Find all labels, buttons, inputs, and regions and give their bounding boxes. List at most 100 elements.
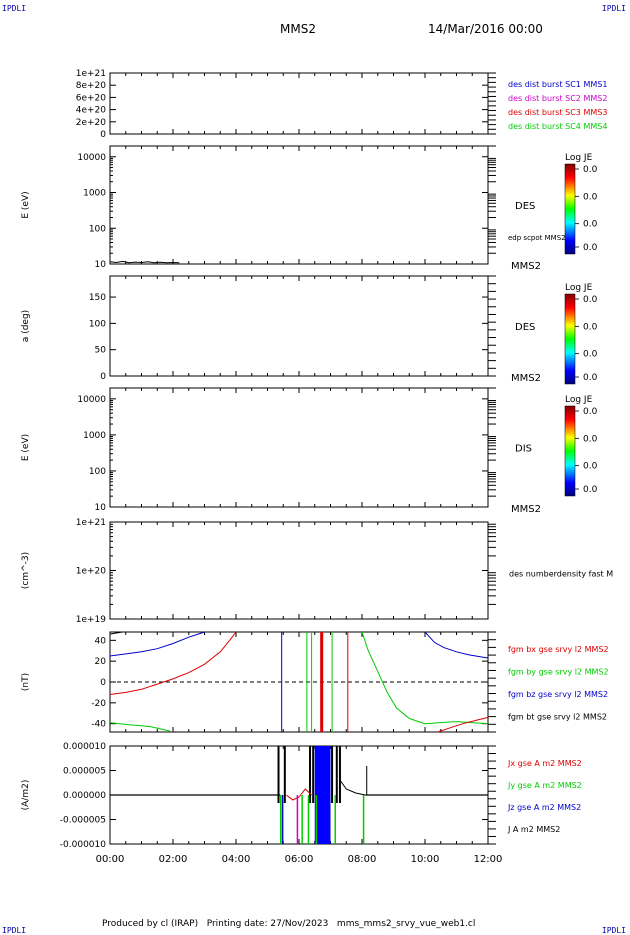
panel-1: 0 2e+20 4e+20 6e+20 8e+20 1e+21 des dist burst… (76, 69, 608, 140)
y-tick-label: 4e+20 (76, 106, 107, 116)
legend-entry: fgm by gse srvy l2 MMS2 (508, 668, 609, 677)
y-tick-label: 1e+21 (76, 518, 106, 528)
colorbar-1: Log JE 0.0 0.0 0.0 0.0 (564, 153, 598, 255)
y-tick-label: 6e+20 (76, 93, 107, 103)
y-tick-label: -0.000010 (60, 840, 106, 850)
colorbar-label: 0.0 (583, 220, 598, 230)
y-axis-label: E (eV) (21, 191, 31, 218)
y-tick-label: 8e+20 (76, 81, 107, 91)
panel-frame (109, 145, 489, 265)
panel-3: 0 50 100 150 a (deg) DES MMS2 (21, 275, 541, 384)
colorbar-gradient (564, 163, 576, 255)
x-tick-label: 06:00 (285, 854, 314, 865)
y-axis-label: E (eV) (21, 434, 31, 461)
colorbar-label: 0.0 (583, 373, 598, 383)
colorbar-label: 0.0 (583, 407, 598, 417)
y-tick-label: 100 (89, 319, 106, 329)
y-tick-label: 0.000010 (63, 742, 106, 752)
y-tick-label: 10 (95, 260, 107, 270)
legend-entry: Jy gse A m2 MMS2 (507, 781, 582, 790)
y-tick-label: -0.000005 (60, 816, 106, 826)
legend-entry: Jx gse A m2 MMS2 (507, 759, 582, 768)
y-tick-label: 1e+21 (76, 69, 106, 79)
panel-4: 10 100 1000 10000 E (eV) DIS MMS2 (21, 387, 541, 515)
y-tick-label: 20 (95, 657, 107, 667)
panel-frame (109, 387, 489, 508)
panel-label: DIS (515, 444, 532, 455)
legend-entry: fgm bz gse srvy l2 MMS2 (508, 690, 608, 699)
series-line (361, 631, 489, 725)
legend-entry: J A m2 MMS2 (507, 825, 560, 834)
y-tick-label: 1000 (83, 431, 106, 441)
series-line (437, 716, 489, 733)
legend-entry: des dist burst SC4 MMS4 (508, 122, 607, 131)
x-tick-label: 08:00 (348, 854, 377, 865)
corner-label-top-right: IPDLI (601, 4, 626, 13)
series-line (424, 631, 489, 659)
colorbar-3: Log JE 0.0 0.0 0.0 0.0 (564, 395, 598, 497)
y-tick-label: 50 (95, 346, 107, 356)
footer-text: Produced by cl (IRAP) Printing date: 27/… (102, 919, 476, 929)
colorbar-label: 0.0 (583, 192, 598, 202)
x-tick-label: 02:00 (159, 854, 188, 865)
colorbar-label: 0.0 (583, 295, 598, 305)
y-tick-label: 10000 (77, 395, 106, 405)
x-tick-label: 00:00 (96, 854, 125, 865)
colorbar-title: Log JE (565, 395, 593, 405)
colorbar-gradient (564, 405, 576, 497)
panel-label: DES (515, 322, 535, 333)
y-tick-label: 0 (100, 130, 106, 140)
legend-entry: fgm bt gse srvy l2 MMS2 (508, 713, 607, 722)
corner-label-top-left: IPDLI (2, 4, 27, 13)
panel-label: des numberdensity fast M (509, 570, 613, 579)
colorbar-label: 0.0 (583, 165, 598, 175)
colorbar-gradient (564, 293, 576, 385)
y-tick-label: 1e+20 (76, 567, 107, 577)
y-axis-label: a (deg) (21, 310, 31, 342)
corner-label-bottom-right: IPDLI (601, 926, 626, 935)
legend-entry: des dist burst SC2 MMS2 (508, 94, 607, 103)
panel-frame (109, 275, 489, 377)
colorbar-label: 0.0 (583, 243, 598, 253)
panel-frame (109, 521, 489, 620)
y-tick-label: 40 (95, 636, 107, 646)
y-tick-label: -20 (91, 699, 106, 709)
colorbar-label: 0.0 (583, 462, 598, 472)
x-tick-label: 12:00 (474, 854, 503, 865)
header-spacecraft: MMS2 (280, 22, 316, 36)
y-tick-label: 1e+19 (76, 615, 107, 625)
series-line (109, 260, 180, 264)
legend-entry: des dist burst SC1 MMS1 (508, 80, 607, 89)
y-tick-label: 0 (100, 372, 106, 382)
colorbar-label: 0.0 (583, 434, 598, 444)
legend-entry: des dist burst SC3 MMS3 (508, 108, 607, 117)
y-tick-label: 1000 (83, 189, 106, 199)
colorbar-label: 0.0 (583, 322, 598, 332)
legend-entry: fgm bx gse srvy l2 MMS2 (508, 645, 609, 654)
jx-burst (286, 788, 312, 801)
spacecraft-label: MMS2 (511, 373, 541, 384)
panel-6: -40 -20 0 20 40 (nT) fgm bx gse srvy l2 MMS2 fg… (21, 631, 609, 733)
panel-label: DES (515, 201, 535, 212)
spacecraft-label: MMS2 (511, 504, 541, 515)
colorbar-label: 0.0 (583, 485, 598, 495)
j-burst-tail (339, 779, 366, 796)
panel-5: 1e+19 1e+20 1e+21 (cm^-3) des numberdensity … (21, 518, 613, 625)
jz-burst (314, 746, 331, 844)
y-axis-label: (cm^-3) (21, 552, 31, 589)
colorbar-2: Log JE 0.0 0.0 0.0 0.0 (564, 283, 598, 385)
x-tick-label: 10:00 (411, 854, 440, 865)
colorbar-title: Log JE (565, 283, 593, 293)
colorbar-label: 0.0 (583, 350, 598, 360)
secondary-label: edp scpot MMS2 (508, 234, 566, 242)
header-date: 14/Mar/2016 00:00 (428, 22, 543, 36)
series-line (109, 631, 237, 695)
y-tick-label: 10000 (77, 153, 106, 163)
y-tick-label: 0.000000 (63, 791, 106, 801)
panel-7: -0.000010 -0.000005 0.000000 0.000005 0.0000… (21, 742, 582, 865)
spacecraft-label: MMS2 (511, 261, 541, 272)
y-tick-label: 2e+20 (76, 118, 107, 128)
series-line (109, 631, 205, 657)
